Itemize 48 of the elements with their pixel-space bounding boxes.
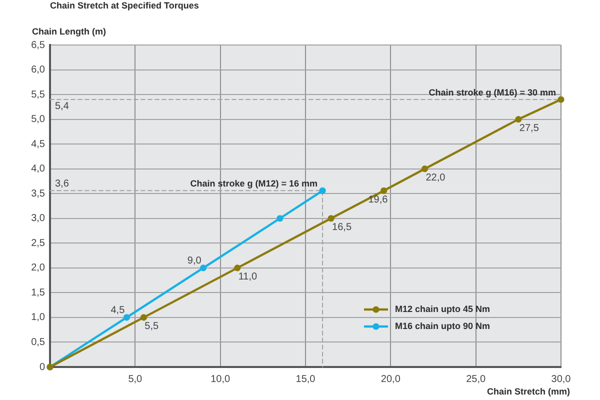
annotation: 22,0 [426, 172, 446, 184]
x-axis-title: Chain Stretch (mm) [486, 386, 570, 396]
y-tick-label: 3,5 [31, 188, 46, 200]
x-tick-label: 5,0 [128, 374, 143, 385]
point [200, 264, 207, 272]
data-label: 3,6 [55, 178, 70, 190]
annotation: 19,6 [368, 194, 388, 206]
annotation: 27,5 [519, 123, 540, 134]
chart-title: Chain Stretch at Specified Torques [50, 0, 199, 10]
y-tick-label: 6,0 [31, 64, 46, 76]
x-tick-label: 30,0 [551, 374, 572, 385]
annotation: 4,5 [110, 305, 126, 316]
y-tick-label: 4,0 [31, 164, 46, 175]
point [123, 314, 130, 321]
point [515, 116, 522, 123]
y-tick-label: 1,5 [31, 287, 46, 298]
point [319, 187, 326, 194]
y-tick-label: 5,0 [31, 114, 46, 126]
y-tick-label: 5,5 [31, 89, 46, 100]
point [380, 187, 388, 194]
point [140, 314, 147, 321]
x-tick-label: 15,0 [296, 374, 316, 385]
annotation: Chain stroke g (M12) = 16 mm [190, 178, 318, 189]
y-tick-label: 2,5 [31, 238, 46, 249]
annotation: Chain stroke g (M16) = 30 mm [428, 87, 556, 98]
x-tick-label: 25,0 [466, 374, 486, 385]
y-tick-label: 6,5 [31, 40, 46, 51]
y-tick-label: 0,5 [31, 336, 46, 348]
legend-label: M16 chain upto 90 Nm [394, 320, 490, 331]
x-tick-label: 20,0 [380, 374, 401, 385]
annotation: 5,5 [144, 321, 160, 332]
y-tick-label: 1,0 [31, 312, 46, 324]
y-tick-label: 4,5 [31, 138, 46, 150]
y-tick-label: 3,0 [31, 213, 46, 224]
legend-label: M12 chain upto 45 Nm [394, 304, 490, 314]
annotation: 16,5 [332, 222, 352, 234]
point [421, 166, 428, 172]
point [328, 215, 334, 222]
point [276, 215, 284, 222]
y-tick-label: 2,0 [31, 262, 46, 274]
point [234, 264, 241, 272]
annotation: 9,0 [187, 256, 202, 267]
y-tick-label: 0 [39, 362, 46, 373]
data-label: 5,4 [55, 101, 70, 112]
point [558, 96, 564, 103]
annotation: 11,0 [238, 272, 258, 283]
y-axis-title: Chain Length (m) [32, 26, 106, 36]
x-tick-label: 10,0 [210, 374, 230, 385]
